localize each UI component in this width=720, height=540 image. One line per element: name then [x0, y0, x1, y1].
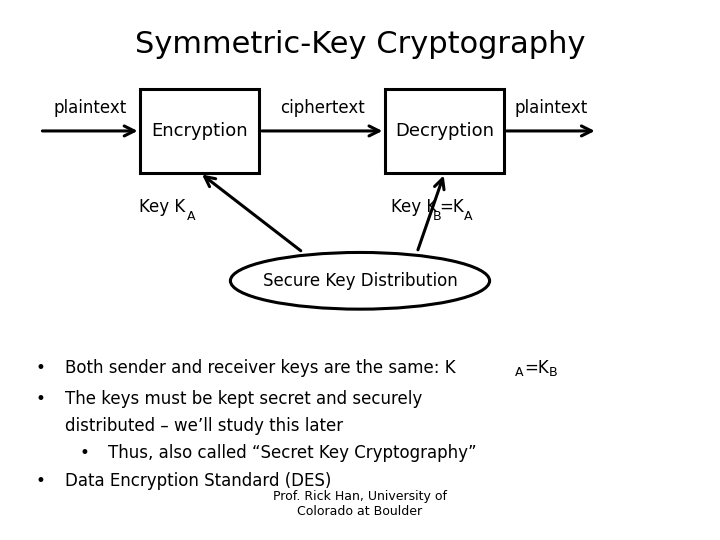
Bar: [385, 89, 504, 173]
Text: distributed – we’ll study this later: distributed – we’ll study this later: [65, 417, 343, 435]
Text: Decryption: Decryption: [395, 122, 494, 140]
Text: Key K: Key K: [391, 198, 437, 216]
Text: A: A: [464, 211, 472, 224]
Text: Encryption: Encryption: [151, 122, 248, 140]
Text: B: B: [549, 366, 557, 379]
Text: Symmetric-Key Cryptography: Symmetric-Key Cryptography: [135, 30, 585, 59]
Text: =K: =K: [440, 198, 464, 216]
Bar: [140, 89, 259, 173]
Text: Prof. Rick Han, University of
Colorado at Boulder: Prof. Rick Han, University of Colorado a…: [273, 490, 447, 518]
Text: •: •: [36, 472, 46, 490]
Text: Data Encryption Standard (DES): Data Encryption Standard (DES): [65, 472, 331, 490]
Ellipse shape: [230, 252, 490, 309]
Text: •: •: [36, 359, 46, 377]
Text: plaintext: plaintext: [514, 99, 588, 117]
Text: The keys must be kept secret and securely: The keys must be kept secret and securel…: [65, 390, 422, 408]
Text: Both sender and receiver keys are the same: K: Both sender and receiver keys are the sa…: [65, 359, 456, 377]
Text: =K: =K: [524, 359, 549, 377]
Text: plaintext: plaintext: [53, 99, 127, 117]
Text: Thus, also called “Secret Key Cryptography”: Thus, also called “Secret Key Cryptograp…: [108, 444, 477, 462]
Text: ciphertext: ciphertext: [280, 99, 364, 117]
Text: B: B: [433, 211, 441, 224]
Text: •: •: [79, 444, 89, 462]
Text: A: A: [187, 211, 195, 224]
Text: •: •: [36, 390, 46, 408]
Text: Key K: Key K: [139, 198, 186, 216]
Text: Secure Key Distribution: Secure Key Distribution: [263, 272, 457, 290]
Text: A: A: [515, 366, 523, 379]
